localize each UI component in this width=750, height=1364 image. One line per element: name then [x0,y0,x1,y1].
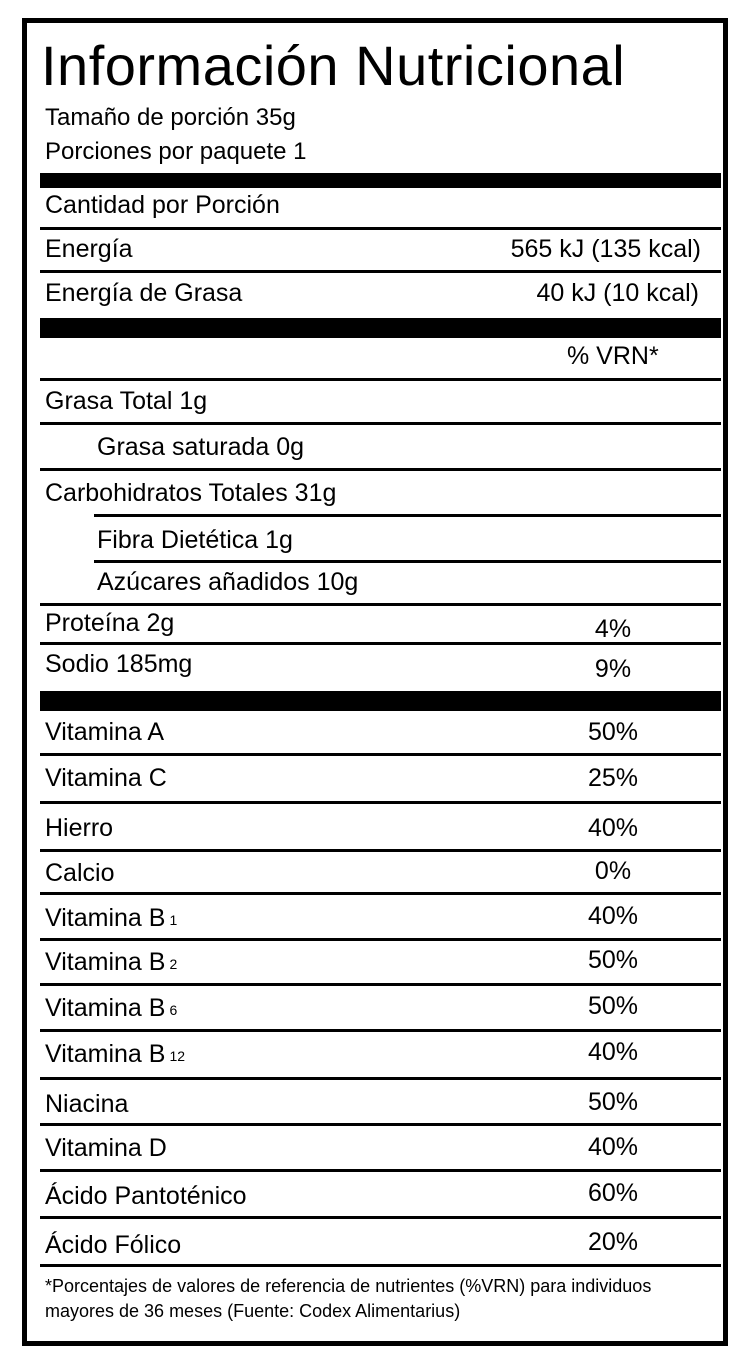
divider [40,422,721,425]
nutrient-row-label: Grasa saturada 0g [97,433,305,461]
vitamin-row-label: Vitamina A [45,718,165,746]
energy-label: Energía [45,235,133,263]
vitamin-row-pct: 0% [594,857,632,885]
vitamin-row-label: Vitamina B 12 [45,1040,186,1068]
vitamin-row-label: Vitamina C [45,764,167,792]
vitamin-row-pct: 50% [587,946,639,974]
vitamin-row-pct: 20% [587,1228,639,1256]
divider [40,801,721,804]
divider [40,849,721,852]
divider [40,938,721,941]
nutrient-row-label: Grasa Total 1g [45,387,208,415]
energy-value: 565 kJ (135 kcal) [510,235,701,263]
divider [40,1264,721,1267]
amount-per-serving: Cantidad por Porción [45,191,280,219]
vitamin-row-label: Ácido Fólico [45,1231,182,1259]
vitamin-row-pct: 40% [587,1038,639,1066]
divider [40,753,721,756]
vitamin-row-pct: 60% [587,1179,639,1207]
divider [40,603,721,606]
vitamin-row-pct: 50% [587,1088,639,1116]
vitamin-row-label: Calcio [45,859,115,887]
footnote: *Porcentajes de valores de referencia de… [45,1276,652,1321]
nutrition-facts-label: Información Nutricional Tamaño de porció… [22,18,728,1346]
vitamin-row-pct: 40% [587,814,639,842]
nutrient-row-label: Sodio 185mg [45,650,193,678]
thick-divider [40,318,721,338]
fat-energy-value: 40 kJ (10 kcal) [536,279,699,307]
fat-energy-label: Energía de Grasa [45,279,243,307]
divider [40,1077,721,1080]
divider [40,1216,721,1219]
vrn-header: % VRN* [567,342,659,370]
nutrient-row-label: Azúcares añadidos 10g [97,568,359,596]
divider [40,1169,721,1172]
serving-size: Tamaño de porción 35g [45,104,296,131]
vitamin-row-pct: 50% [587,718,639,746]
servings-per-package: Porciones por paquete 1 [45,138,307,165]
divider [40,983,721,986]
nutrient-row-label: Carbohidratos Totales 31g [45,479,337,507]
vitamin-row-label: Ácido Pantoténico [45,1182,247,1210]
divider [40,1123,721,1126]
divider [40,227,721,230]
nutrient-row-label: Proteína 2g [45,609,175,637]
label-title: Información Nutricional [41,34,626,97]
vitamin-row-label: Hierro [45,814,114,842]
divider [40,270,721,273]
nutrient-row-pct: 9% [594,655,632,683]
vitamin-row-label: Niacina [45,1090,129,1118]
divider [40,468,721,471]
nutrient-row-pct: 4% [594,615,632,643]
divider [40,378,721,381]
divider [40,892,721,895]
thick-divider [40,691,721,711]
divider [40,642,721,645]
divider [40,1029,721,1032]
vitamin-row-pct: 50% [587,992,639,1020]
vitamin-row-label: Vitamina D [45,1134,167,1162]
divider [94,514,721,517]
divider [94,560,721,563]
nutrient-row-label: Fibra Dietética 1g [97,526,293,554]
thick-divider [40,173,721,188]
vitamin-row-pct: 40% [587,1133,639,1161]
vitamin-row-pct: 40% [587,902,639,930]
vitamin-row-pct: 25% [587,764,639,792]
